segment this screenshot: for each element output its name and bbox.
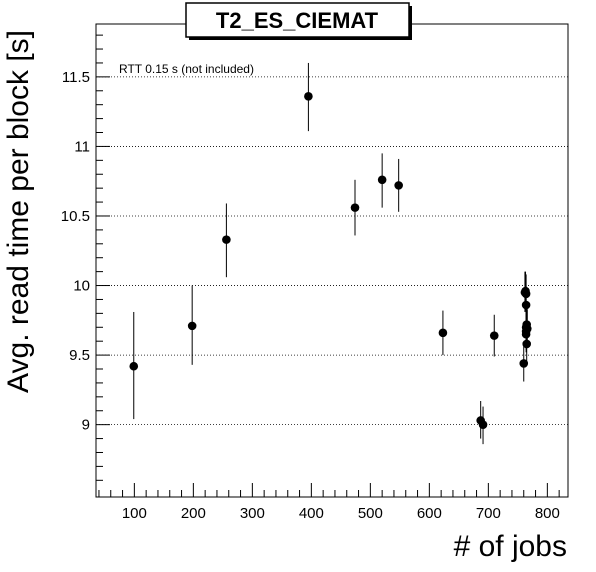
- y-tick-label: 10: [73, 278, 90, 295]
- title-box: T2_ES_CIEMAT: [185, 2, 412, 40]
- data-point: [222, 235, 231, 244]
- x-tick-label: 400: [299, 505, 324, 522]
- data-point: [478, 420, 488, 429]
- data-point: [350, 203, 360, 212]
- y-tick-label: 11: [74, 138, 90, 155]
- data-point: [522, 324, 532, 333]
- x-tick-label: 500: [358, 505, 383, 522]
- data-point: [519, 359, 529, 368]
- data-points: [129, 62, 532, 445]
- chart-title: T2_ES_CIEMAT: [216, 8, 379, 33]
- y-tick-label: 10.5: [61, 208, 90, 225]
- y-tick-label: 11.5: [62, 69, 90, 86]
- plot-frame: [95, 23, 569, 498]
- chart-annotation: RTT 0.15 s (not included): [119, 62, 254, 76]
- x-tick-label: 300: [240, 505, 265, 522]
- data-point: [129, 361, 139, 371]
- title-box-frame: [185, 2, 410, 38]
- x-tick-label: 600: [417, 505, 442, 522]
- x-tick-label: 800: [535, 505, 560, 522]
- y-axis: 9 9.5 10 10.5 11 11.5: [61, 34, 110, 481]
- data-point: [489, 331, 499, 340]
- data-point: [187, 321, 197, 331]
- data-point: [304, 92, 313, 101]
- data-point: [438, 328, 448, 338]
- data-point: [521, 300, 531, 310]
- y-tick-label: 9.5: [69, 347, 90, 364]
- data-point: [377, 175, 387, 185]
- x-tick-label: 700: [476, 505, 501, 522]
- x-axis-title: # of jobs: [454, 530, 567, 563]
- x-axis: 100 200 300 400 500 600 700 800: [98, 483, 560, 522]
- x-tick-label: 200: [181, 505, 206, 522]
- y-gridlines: [96, 76, 568, 426]
- y-tick-label: 9: [82, 417, 90, 434]
- data-point: [394, 181, 403, 190]
- x-tick-label: 100: [122, 505, 147, 522]
- y-axis-title: Avg. read time per block [s]: [2, 30, 35, 393]
